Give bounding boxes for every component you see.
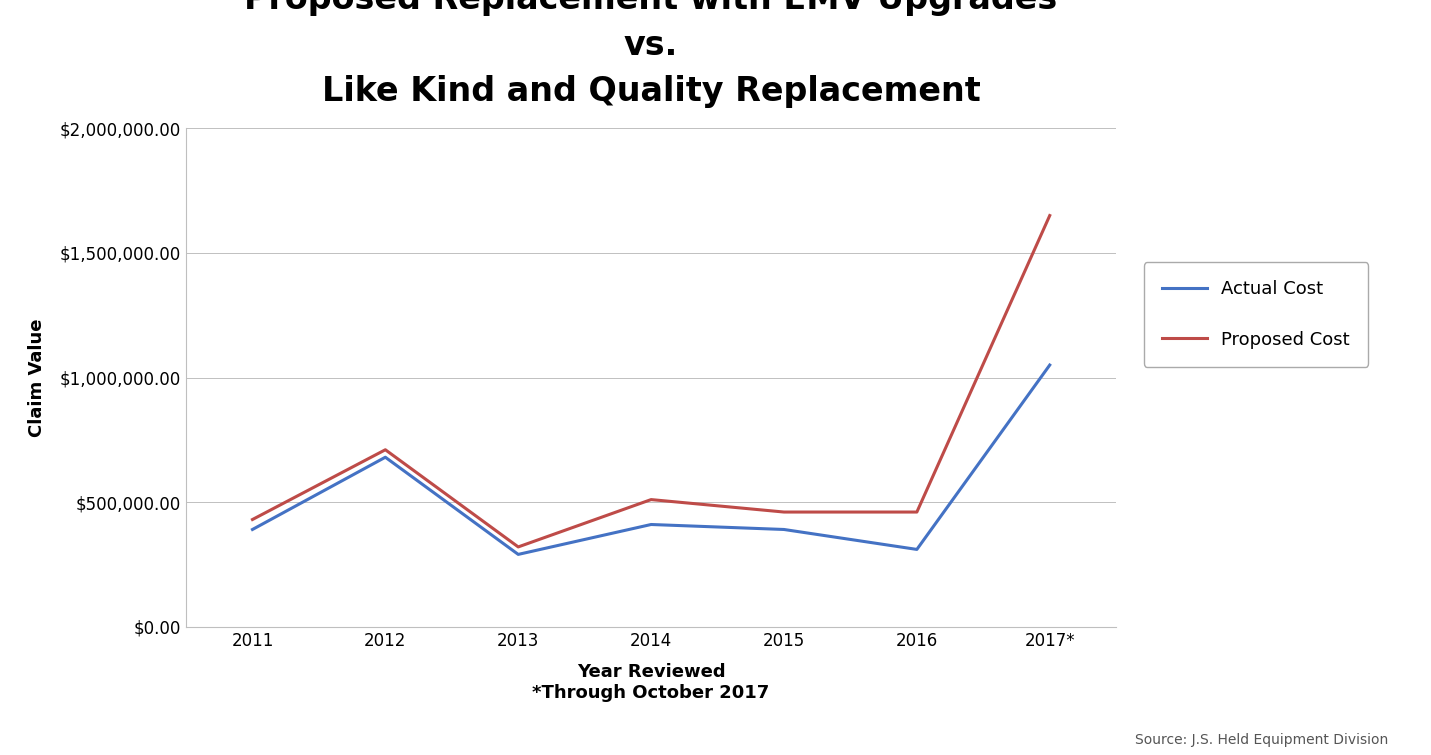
Legend: Actual Cost, Proposed Cost: Actual Cost, Proposed Cost	[1143, 262, 1368, 367]
Actual Cost	[1042, 361, 1059, 370]
Actual Cost	[776, 525, 793, 534]
Proposed Cost	[509, 542, 527, 551]
Proposed Cost	[776, 507, 793, 516]
Line: Proposed Cost: Proposed Cost	[252, 216, 1050, 547]
Actual Cost	[376, 453, 394, 462]
Y-axis label: Claim Value: Claim Value	[29, 319, 46, 436]
Proposed Cost	[643, 495, 660, 504]
Text: Source: J.S. Held Equipment Division: Source: J.S. Held Equipment Division	[1135, 733, 1388, 747]
Proposed Cost	[909, 507, 926, 516]
Line: Actual Cost: Actual Cost	[252, 365, 1050, 554]
Actual Cost	[909, 545, 926, 554]
Proposed Cost	[1042, 211, 1059, 220]
Actual Cost	[509, 550, 527, 559]
X-axis label: Year Reviewed
*Through October 2017: Year Reviewed *Through October 2017	[532, 664, 770, 702]
Proposed Cost	[243, 515, 260, 524]
Title: Proposed Replacement with EMV Upgrades
vs.
Like Kind and Quality Replacement: Proposed Replacement with EMV Upgrades v…	[245, 0, 1058, 107]
Proposed Cost	[376, 445, 394, 455]
Actual Cost	[643, 520, 660, 529]
Actual Cost	[243, 525, 260, 534]
